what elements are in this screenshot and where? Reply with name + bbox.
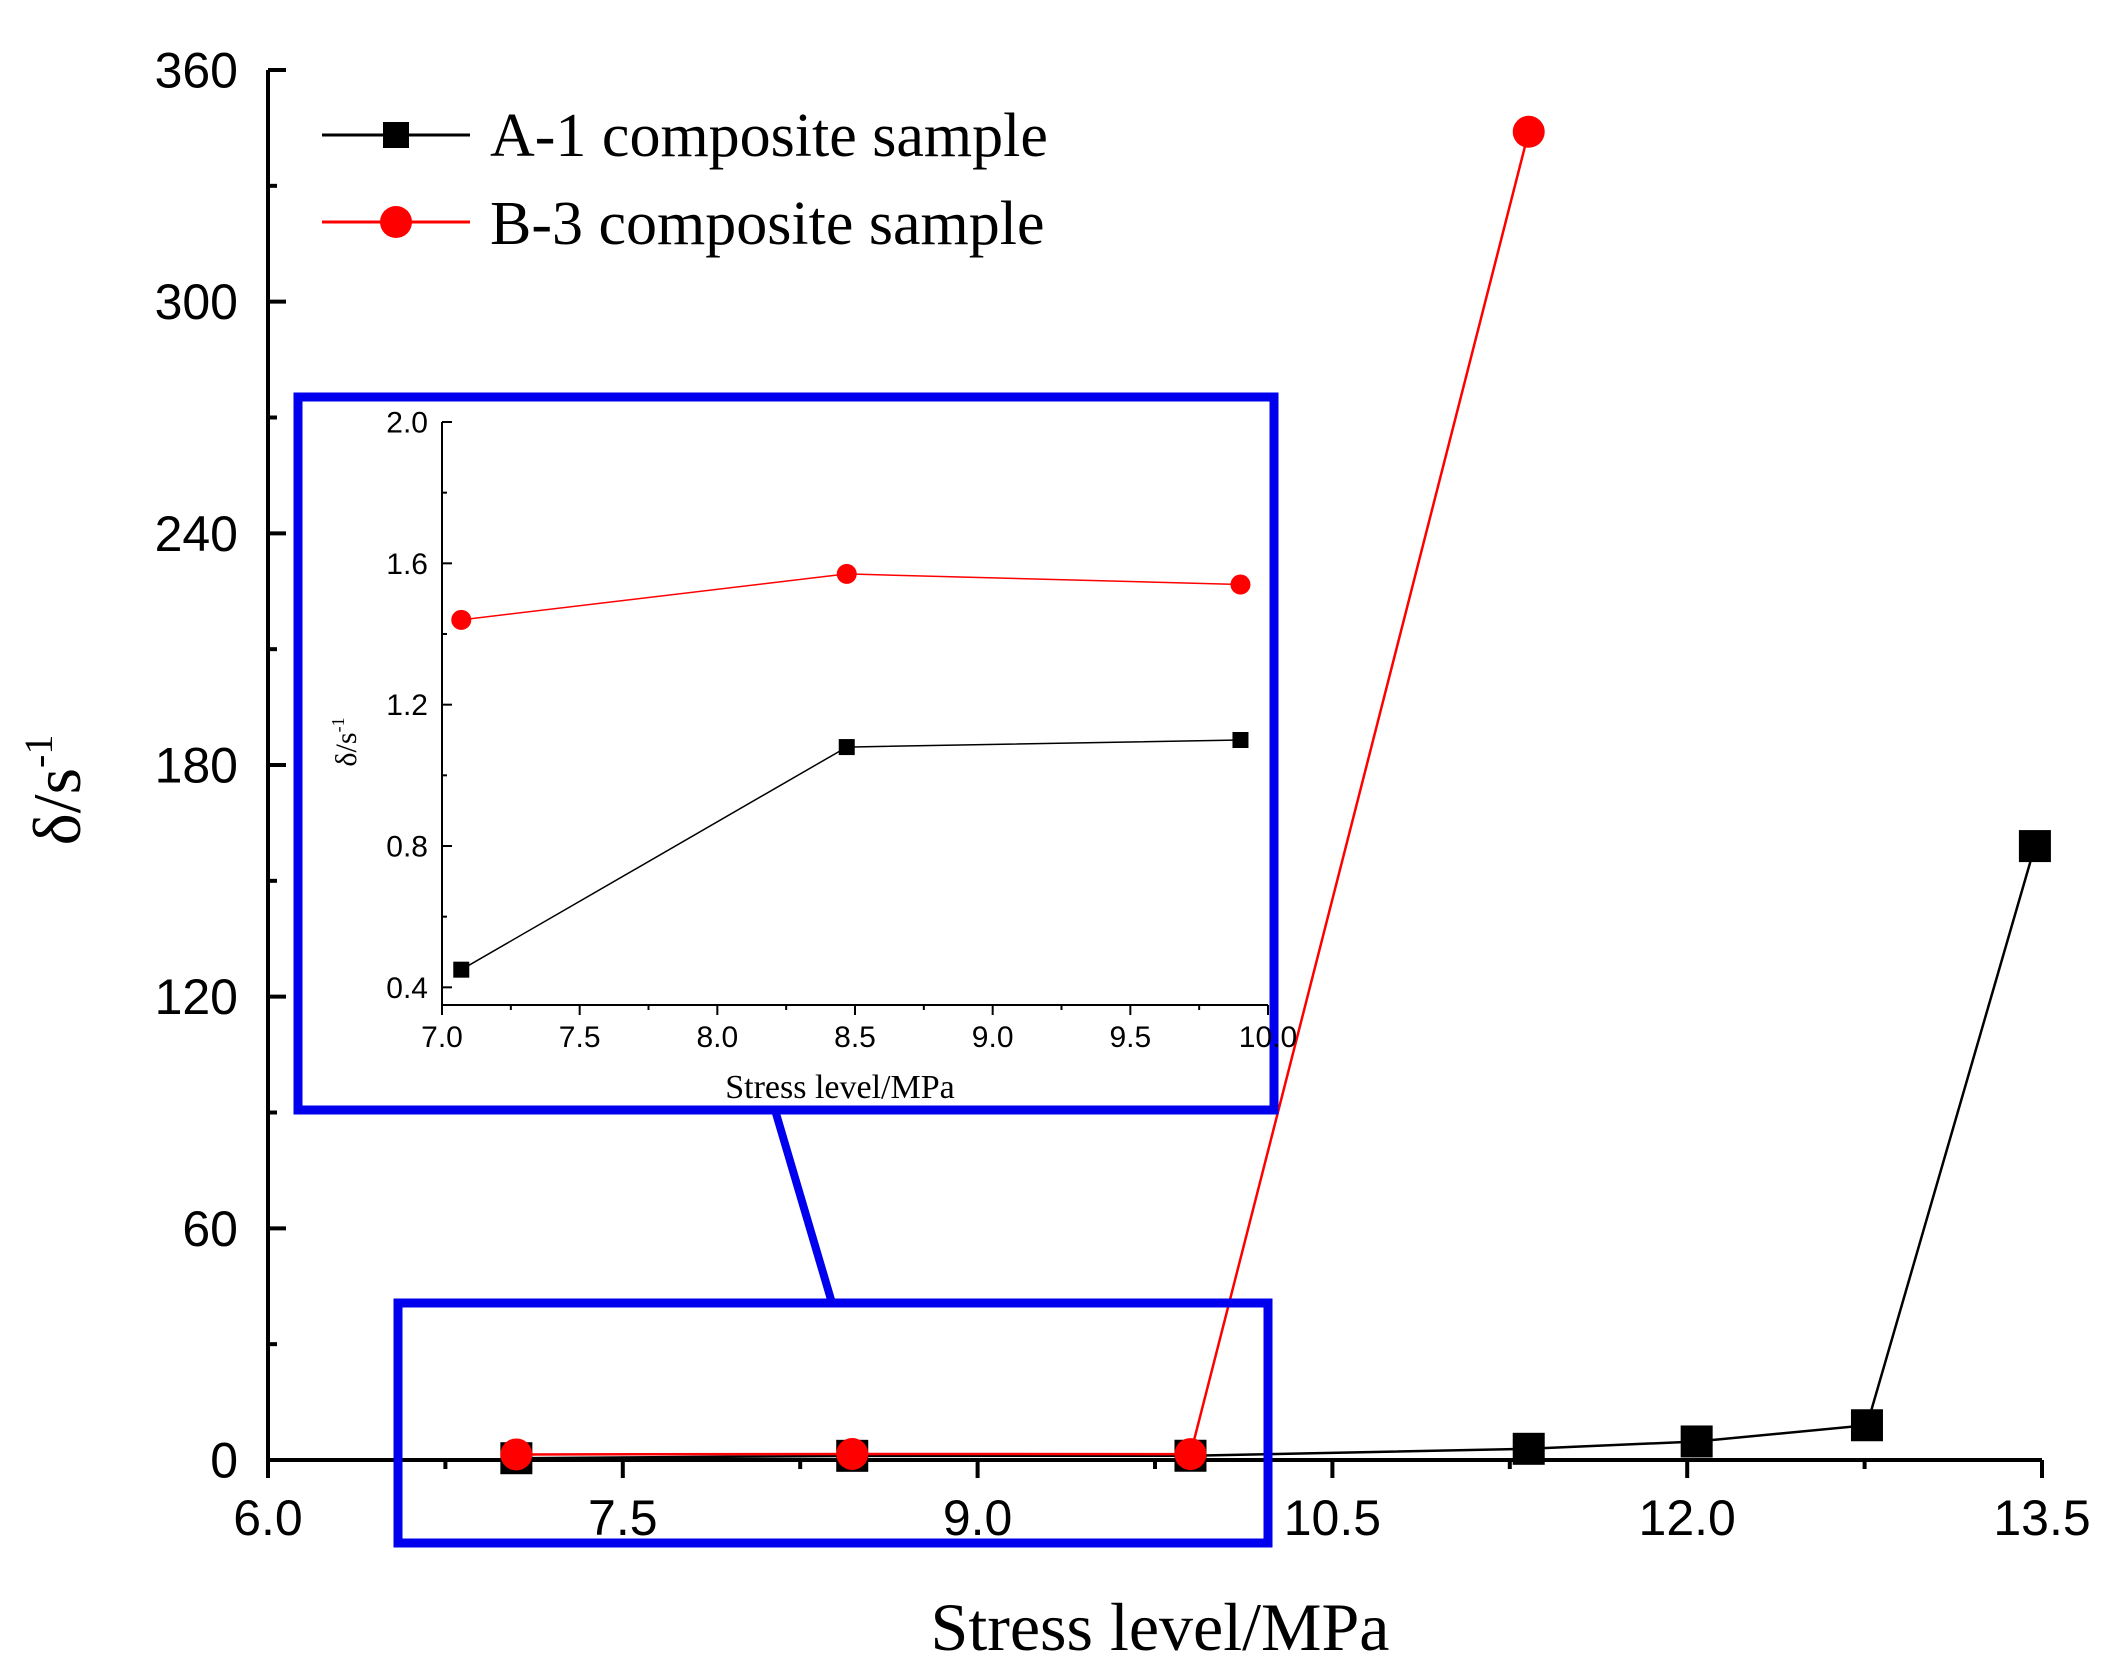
inset-series xyxy=(451,563,1251,978)
zoom-region-box xyxy=(393,1298,1273,1548)
inset-y-tick-label: 1.6 xyxy=(386,548,428,581)
inset-x-tick-label: 9.0 xyxy=(972,1021,1014,1054)
inset-x-tick-label: 7.5 xyxy=(559,1021,601,1054)
main-point-a1 xyxy=(1512,1432,1545,1465)
main-y-tick-label: 300 xyxy=(155,274,238,330)
main-axes: 6.0 7.5 9.0 10.5 12.0 13.5 0 60 120 180 240 300 360 xyxy=(155,43,2091,1547)
main-point-b3 xyxy=(1512,115,1545,148)
main-point-b3 xyxy=(1174,1438,1207,1471)
main-series xyxy=(500,115,2051,1475)
main-x-axis-title: Stress level/MPa xyxy=(931,1589,1390,1665)
main-series-line-b3 xyxy=(516,131,1530,1456)
inset-point-a1 xyxy=(1232,732,1249,748)
main-x-tick-label: 9.0 xyxy=(943,1490,1013,1546)
main-point-a1 xyxy=(1850,1409,1883,1442)
inset-point-b3 xyxy=(451,609,472,630)
main-y-tick-label: 240 xyxy=(155,506,238,562)
zoom-connector-line xyxy=(771,1108,836,1305)
inset-x-tick-label: 9.5 xyxy=(1109,1021,1151,1054)
inset-y-axis-title: δ/s-1 xyxy=(328,717,363,766)
legend-marker-a1 xyxy=(383,122,409,148)
inset-point-a1 xyxy=(838,739,855,756)
inset-point-a1 xyxy=(453,961,470,978)
inset-axes: 7.0 7.5 8.0 8.5 9.0 9.5 10.0 0.4 0.8 1.2 1.6 2.0 xyxy=(386,407,1297,1055)
main-point-b3 xyxy=(836,1437,869,1470)
main-point-a1 xyxy=(1680,1425,1713,1458)
inset-x-tick-label: 10.0 xyxy=(1239,1021,1297,1054)
inset-y-tick-label: 2.0 xyxy=(386,407,428,440)
inset-x-tick-label: 7.0 xyxy=(421,1021,463,1054)
main-point-b3 xyxy=(500,1438,533,1471)
main-y-tick-label: 60 xyxy=(182,1201,238,1257)
main-point-a1 xyxy=(2018,830,2051,863)
main-x-tick-label: 13.5 xyxy=(1993,1490,2090,1546)
inset-y-tick-label: 0.8 xyxy=(386,831,428,864)
inset-x-tick-label: 8.5 xyxy=(834,1021,876,1054)
main-y-tick-label: 180 xyxy=(155,738,238,794)
legend-label-b3: B-3 composite sample xyxy=(490,190,1044,258)
main-y-tick-label: 0 xyxy=(210,1433,238,1489)
inset-x-axis-title: Stress level/MPa xyxy=(725,1069,954,1106)
inset-y-tick-label: 1.2 xyxy=(386,689,428,722)
zoom-annotation xyxy=(393,1108,1273,1548)
main-x-tick-label: 10.5 xyxy=(1284,1490,1381,1546)
main-y-axis-title: δ/s-1 xyxy=(16,735,95,846)
inset-point-b3 xyxy=(1230,574,1251,595)
main-x-tick-label: 7.5 xyxy=(588,1490,658,1546)
inset-x-tick-label: 8.0 xyxy=(696,1021,738,1054)
main-y-tick-label: 120 xyxy=(155,969,238,1025)
inset-point-b3 xyxy=(836,563,857,584)
main-x-tick-label: 12.0 xyxy=(1639,1490,1736,1546)
main-x-tick-label: 6.0 xyxy=(233,1490,303,1546)
inset-y-tick-label: 0.4 xyxy=(386,972,428,1005)
inset-chart: 7.0 7.5 8.0 8.5 9.0 9.5 10.0 0.4 0.8 1.2 1.6 2.0 St… xyxy=(293,392,1297,1115)
legend: A-1 composite sample B-3 composite sampl… xyxy=(322,102,1048,258)
legend-label-a1: A-1 composite sample xyxy=(490,102,1048,170)
inset-frame xyxy=(293,392,1279,1115)
legend-marker-b3 xyxy=(380,206,412,238)
main-y-tick-label: 360 xyxy=(155,43,238,99)
